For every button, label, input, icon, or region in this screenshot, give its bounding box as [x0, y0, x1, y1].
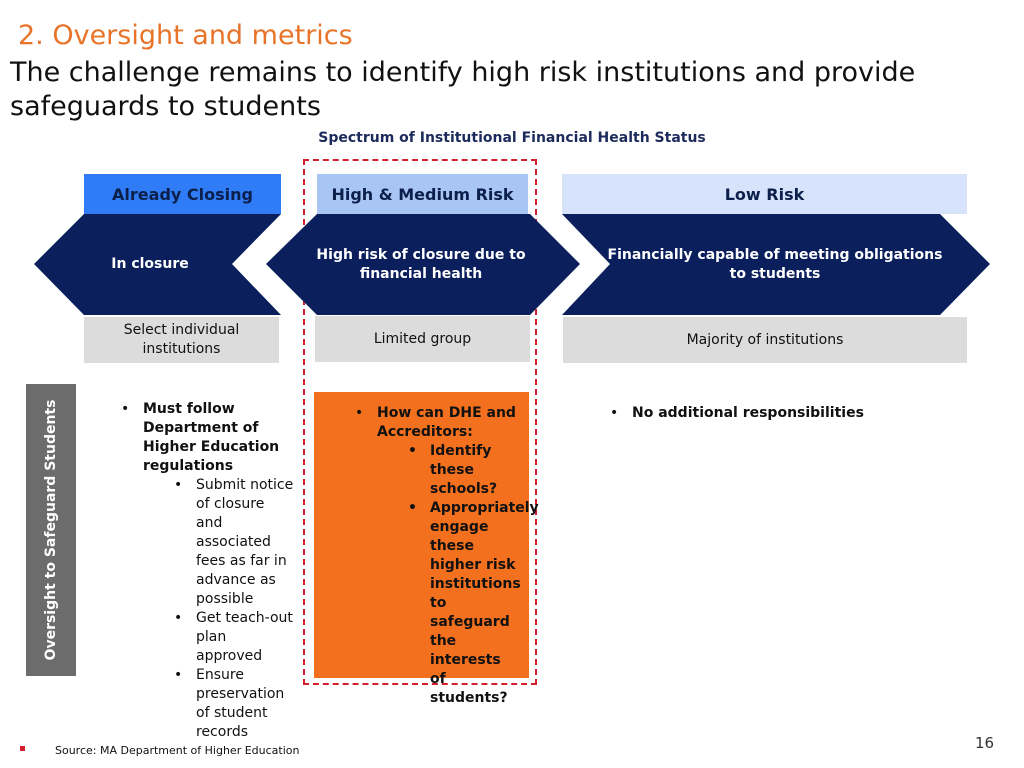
section-title: 2. Oversight and metrics [18, 20, 353, 51]
highmed-sub-point: Identify these schools? [430, 443, 498, 497]
list-item: • Ensure preservation of student records [174, 666, 295, 742]
chevron-text-low-risk: Financially capable of meeting obligatio… [607, 246, 943, 282]
source-note: Source: MA Department of Higher Educatio… [55, 744, 300, 757]
list-item: • Get teach-out plan approved [174, 609, 295, 666]
bullet-icon: • [174, 667, 183, 683]
oversight-side-label: Oversight to Safeguard Students [26, 384, 76, 676]
low-risk-oversight-list: • No additional responsibilities [579, 404, 959, 423]
page-number: 16 [975, 734, 995, 752]
bullet-icon: • [610, 405, 619, 421]
highmed-sub-point: Appropriately engage these higher risk i… [430, 500, 539, 706]
bullet-icon: • [174, 610, 183, 626]
headline: The challenge remains to identify high r… [10, 57, 916, 122]
bullet-icon: • [408, 500, 417, 516]
highmed-main-point: How can DHE and Accreditors: [377, 405, 516, 440]
closing-sub-point: Submit notice of closure and associated … [196, 477, 294, 607]
header-low-risk: Low Risk [562, 174, 967, 214]
list-item: • Appropriately engage these higher risk … [408, 499, 539, 708]
chevron-low-risk [562, 214, 990, 315]
group-label-closing: Select individual institutions [123, 322, 240, 357]
source-marker-icon [20, 746, 25, 751]
group-label-high-medium-risk: Limited group [373, 330, 472, 347]
group-box-low-risk: Majority of institutions [563, 317, 967, 363]
group-label-low-risk: Majority of institutions [686, 331, 844, 348]
chevron-high-medium-risk [266, 214, 580, 315]
highlight-dashed-outline [303, 159, 537, 685]
list-item: • Must follow Department of Higher Educa… [121, 400, 295, 742]
chevron-text-closing: In closure [111, 256, 189, 272]
bullet-icon: • [174, 477, 183, 493]
bullet-icon: • [408, 443, 417, 459]
header-already-closing: Already Closing [84, 174, 281, 214]
list-item: • How can DHE and Accreditors: • Identify… [355, 404, 539, 708]
list-item: • No additional responsibilities [610, 404, 959, 423]
closing-oversight-list: • Must follow Department of Higher Educa… [90, 400, 295, 742]
list-item: • Identify these schools? [408, 442, 519, 499]
chevron-closing [34, 214, 281, 315]
closing-main-point: Must follow Department of Higher Educati… [143, 401, 280, 474]
chevron-text-high-medium-risk: High risk of closure due to financial he… [316, 246, 526, 282]
group-box-high-medium-risk: Limited group [315, 316, 530, 362]
list-item: • Submit notice of closure and associated… [174, 476, 295, 609]
low-main-point: No additional responsibilities [632, 405, 864, 421]
header-high-medium-risk: High & Medium Risk [317, 174, 528, 214]
group-box-closing: Select individual institutions [84, 317, 279, 363]
oversight-label-text: Oversight to Safeguard Students [43, 399, 59, 661]
closing-sub-point: Ensure preservation of student records [196, 667, 285, 740]
spectrum-title: Spectrum of Institutional Financial Heal… [318, 130, 706, 146]
high-medium-risk-callout: • How can DHE and Accreditors: • Identify… [314, 392, 539, 706]
bullet-icon: • [121, 401, 130, 417]
closing-sub-point: Get teach-out plan approved [196, 610, 293, 664]
bullet-icon: • [355, 405, 364, 421]
